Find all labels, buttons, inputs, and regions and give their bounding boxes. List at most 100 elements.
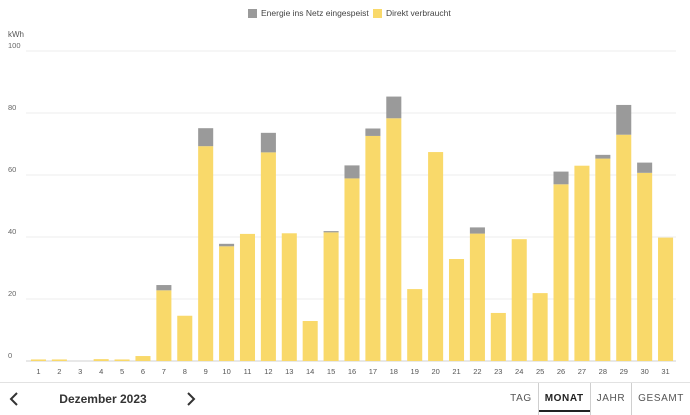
bar-direkt-verbraucht-day-19[interactable] (407, 289, 423, 361)
bar-netz-eingespeist-day-22[interactable] (469, 227, 485, 234)
bar-direkt-verbraucht-day-21[interactable] (448, 259, 465, 361)
bar-direkt-verbraucht-day-16[interactable] (344, 178, 360, 361)
bar-direkt-verbraucht-day-5[interactable] (114, 359, 130, 361)
bar-direkt-verbraucht-day-29[interactable] (616, 134, 632, 361)
x-tick-label-23: 23 (494, 367, 502, 376)
timeframe-tabs: TAG MONAT JAHR GESAMT (504, 383, 690, 415)
next-period-button[interactable] (179, 383, 203, 415)
x-tick-label-2: 2 (57, 367, 61, 376)
bar-direkt-verbraucht-day-22[interactable] (469, 233, 485, 361)
x-tick-label-30: 30 (640, 367, 648, 376)
bar-direkt-verbraucht-day-18[interactable] (386, 118, 402, 362)
x-tick-label-16: 16 (348, 367, 356, 376)
tab-jahr[interactable]: JAHR (589, 383, 632, 415)
y-tick-label-60: 60 (8, 165, 16, 174)
legend-item-self-consumed[interactable]: Direkt verbraucht (373, 6, 451, 20)
bar-netz-eingespeist-day-9[interactable] (198, 128, 214, 147)
bar-netz-eingespeist-day-29[interactable] (616, 104, 632, 135)
bar-direkt-verbraucht-day-2[interactable] (51, 359, 67, 361)
y-axis-unit-label: kWh (8, 30, 24, 39)
bar-direkt-verbraucht-day-25[interactable] (532, 293, 548, 361)
x-tick-label-12: 12 (264, 367, 272, 376)
tab-gesamt[interactable]: GESAMT (631, 383, 690, 415)
legend-item-grid-feed[interactable]: Energie ins Netz eingespeist (248, 6, 369, 20)
x-tick-label-27: 27 (578, 367, 586, 376)
bar-direkt-verbraucht-day-9[interactable] (198, 146, 214, 361)
y-tick-label-80: 80 (8, 103, 16, 112)
bar-direkt-verbraucht-day-15[interactable] (323, 232, 339, 361)
bar-netz-eingespeist-day-16[interactable] (344, 165, 360, 179)
bar-netz-eingespeist-day-12[interactable] (260, 132, 276, 153)
y-tick-label-100: 100 (8, 41, 21, 50)
tab-tag[interactable]: TAG (510, 393, 532, 404)
bar-direkt-verbraucht-day-10[interactable] (219, 246, 235, 361)
bar-direkt-verbraucht-day-7[interactable] (156, 290, 172, 361)
chevron-left-icon (9, 392, 18, 406)
legend-label-grid-feed: Energie ins Netz eingespeist (261, 8, 369, 18)
legend-swatch-self-consumed (373, 8, 382, 18)
bar-direkt-verbraucht-day-28[interactable] (595, 158, 611, 361)
x-tick-label-15: 15 (327, 367, 335, 376)
x-tick-label-8: 8 (183, 367, 187, 376)
x-tick-label-25: 25 (536, 367, 544, 376)
x-tick-label-4: 4 (99, 367, 103, 376)
y-tick-label-20: 20 (8, 289, 16, 298)
legend-swatch-grid-feed (248, 8, 257, 18)
bar-netz-eingespeist-day-15[interactable] (323, 231, 339, 233)
bar-netz-eingespeist-day-10[interactable] (219, 243, 235, 247)
x-tick-label-17: 17 (369, 367, 377, 376)
bar-netz-eingespeist-day-26[interactable] (553, 171, 569, 185)
bar-direkt-verbraucht-day-12[interactable] (260, 152, 276, 361)
bar-direkt-verbraucht-day-24[interactable] (511, 239, 527, 361)
bar-direkt-verbraucht-day-20[interactable] (428, 152, 444, 361)
bar-direkt-verbraucht-day-23[interactable] (490, 312, 506, 361)
chart-legend: Energie ins Netz eingespeist Direkt verb… (0, 6, 690, 20)
bar-direkt-verbraucht-day-27[interactable] (574, 165, 590, 361)
x-tick-label-24: 24 (515, 367, 523, 376)
x-tick-label-18: 18 (390, 367, 398, 376)
bar-netz-eingespeist-day-17[interactable] (365, 128, 381, 136)
bar-direkt-verbraucht-day-6[interactable] (135, 356, 151, 361)
x-tick-label-13: 13 (285, 367, 293, 376)
x-tick-label-29: 29 (620, 367, 628, 376)
x-tick-label-21: 21 (452, 367, 460, 376)
x-tick-label-10: 10 (222, 367, 230, 376)
x-tick-label-28: 28 (599, 367, 607, 376)
bar-netz-eingespeist-day-18[interactable] (386, 96, 402, 119)
x-tick-label-26: 26 (557, 367, 565, 376)
period-label: Dezember 2023 (59, 392, 147, 406)
x-tick-label-11: 11 (244, 367, 252, 376)
x-tick-label-5: 5 (120, 367, 124, 376)
bar-direkt-verbraucht-day-1[interactable] (30, 359, 46, 361)
y-tick-label-40: 40 (8, 227, 16, 236)
bar-netz-eingespeist-day-7[interactable] (156, 285, 172, 291)
bar-direkt-verbraucht-day-8[interactable] (177, 315, 193, 361)
x-tick-label-19: 19 (411, 367, 419, 376)
x-tick-label-7: 7 (162, 367, 166, 376)
bar-netz-eingespeist-day-28[interactable] (595, 154, 611, 159)
bar-netz-eingespeist-day-30[interactable] (637, 162, 653, 173)
bar-direkt-verbraucht-day-11[interactable] (239, 233, 256, 361)
bar-direkt-verbraucht-day-26[interactable] (553, 184, 569, 361)
period-navigation-bar: Dezember 2023 TAG MONAT JAHR GESAMT (0, 382, 690, 415)
x-tick-label-3: 3 (78, 367, 82, 376)
x-tick-label-22: 22 (473, 367, 481, 376)
previous-period-button[interactable] (2, 383, 26, 415)
tab-monat[interactable]: MONAT (537, 383, 590, 415)
bar-direkt-verbraucht-day-30[interactable] (637, 172, 653, 361)
bar-direkt-verbraucht-day-14[interactable] (302, 321, 318, 361)
x-tick-label-14: 14 (306, 367, 314, 376)
chevron-right-icon (187, 392, 196, 406)
bar-direkt-verbraucht-day-13[interactable] (281, 233, 297, 361)
x-tick-label-9: 9 (204, 367, 208, 376)
bar-direkt-verbraucht-day-31[interactable] (658, 237, 674, 361)
x-tick-label-20: 20 (431, 367, 439, 376)
x-tick-label-1: 1 (36, 367, 40, 376)
bar-direkt-verbraucht-day-4[interactable] (93, 359, 109, 361)
bar-direkt-verbraucht-day-17[interactable] (365, 135, 381, 361)
legend-label-self-consumed: Direkt verbraucht (386, 8, 451, 18)
x-tick-label-31: 31 (661, 367, 669, 376)
y-tick-label-0: 0 (8, 351, 12, 360)
x-tick-label-6: 6 (141, 367, 145, 376)
